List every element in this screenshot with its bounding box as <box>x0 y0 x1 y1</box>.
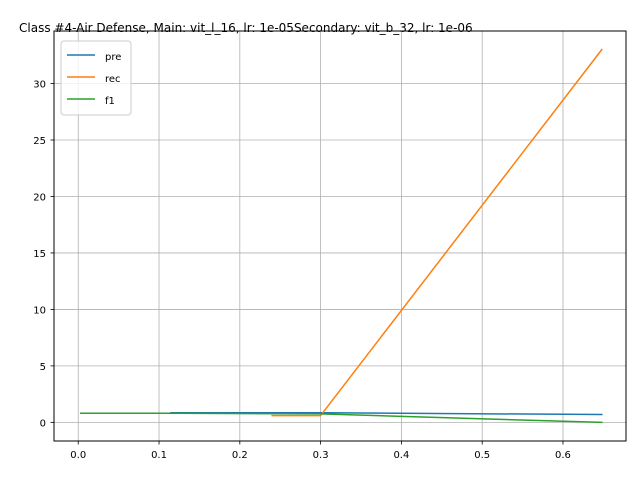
y-tick-label: 20 <box>33 192 46 203</box>
plot-area-frame <box>53 30 627 442</box>
legend-label-f1: f1 <box>105 96 115 107</box>
y-tick-label: 15 <box>33 249 46 260</box>
series-line-f1 <box>79 412 603 424</box>
x-tick-label: 0.4 <box>393 450 409 461</box>
x-tick-label: 0.3 <box>313 450 329 461</box>
legend-label-rec: rec <box>105 74 121 85</box>
x-tick-label: 0.0 <box>70 450 86 461</box>
legend-box <box>60 40 132 116</box>
legend-label-pre: pre <box>105 52 121 63</box>
y-tick-label: 10 <box>33 305 46 316</box>
chart-title: Class #4-Air Defense, Main: vit_l_16, lr… <box>19 21 473 35</box>
series-lines <box>79 48 603 424</box>
x-tick-label: 0.5 <box>474 450 490 461</box>
y-tick-label: 25 <box>33 136 46 147</box>
x-tick-label: 0.6 <box>555 450 571 461</box>
x-tick-label: 0.1 <box>151 450 167 461</box>
y-tick-label: 0 <box>40 418 46 429</box>
series-line-rec <box>271 48 603 417</box>
x-tick-label: 0.2 <box>232 450 248 461</box>
y-tick-label: 30 <box>33 80 46 91</box>
grid-lines <box>54 31 626 441</box>
legend: pre rec f1 <box>60 40 132 116</box>
y-tick-label: 5 <box>40 362 46 373</box>
axis-ticks: 0.0 0.1 0.2 0.3 0.4 0.5 0.6 0 5 10 15 20 25 30 <box>33 80 571 461</box>
